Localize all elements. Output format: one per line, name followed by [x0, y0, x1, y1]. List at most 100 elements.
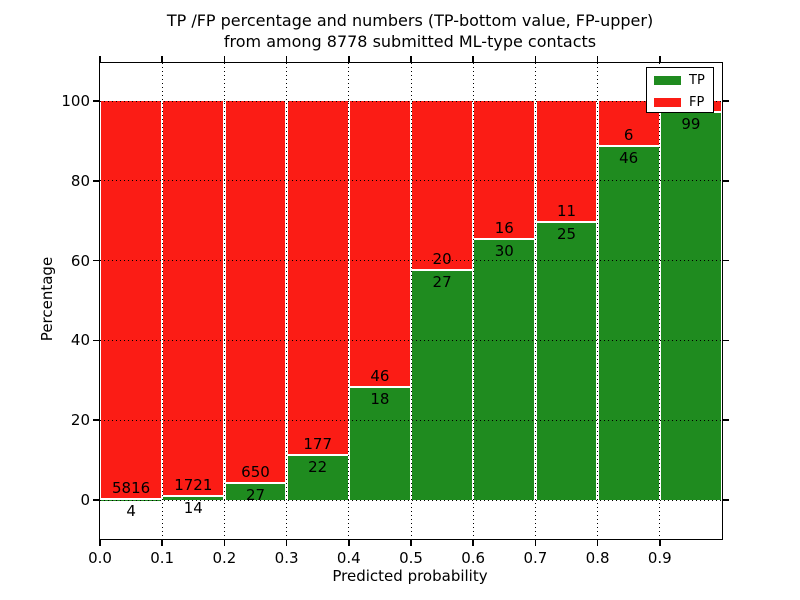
bar-tp-count-label: 4 — [126, 501, 136, 520]
v-gridline — [659, 63, 661, 539]
x-top-tick-mark — [223, 55, 226, 62]
bar-tp-count-label: 99 — [681, 114, 701, 133]
plot-area: TP FP 5816 4 1721 14 650 27 177 22 46 18 20 27 16 30 1… — [61, 55, 729, 567]
x-tick-mark — [99, 540, 101, 546]
legend: TP FP — [646, 67, 714, 113]
x-tick-mark — [348, 540, 350, 546]
legend-fp-label: FP — [689, 94, 705, 110]
bar-fp-count-label: 5816 — [112, 478, 151, 497]
x-tick-mark — [659, 540, 661, 546]
x-tick-mark — [410, 540, 412, 546]
bar-fp-count-label: 1721 — [174, 475, 213, 494]
bar-tp-count-label: 22 — [308, 457, 328, 476]
x-tick-label: 0.3 — [274, 549, 299, 567]
x-tick-label: 0.1 — [150, 549, 175, 567]
y-tick-mark — [92, 180, 99, 182]
x-axis-label: Predicted probability — [332, 567, 488, 585]
bar-tp-segment — [598, 147, 659, 500]
y-tick-label: 100 — [61, 92, 90, 110]
y-right-tick-mark — [723, 100, 729, 102]
x-top-tick-mark — [596, 55, 599, 62]
x-top-tick-mark — [348, 55, 350, 62]
bar-fp-count-label: 177 — [303, 434, 332, 453]
legend-item-fp: FP — [647, 92, 713, 112]
bar-fp-segment — [598, 101, 659, 148]
y-tick-mark — [92, 259, 99, 262]
v-gridline — [348, 63, 350, 539]
v-gridline — [597, 63, 599, 539]
bar-tp-segment — [350, 387, 410, 500]
bar-fp-segment — [101, 101, 161, 500]
x-tick-mark — [285, 540, 288, 546]
bar-fp-count-label: 6 — [623, 126, 634, 145]
y-tick-label: 60 — [70, 251, 90, 270]
y-tick-label: 80 — [70, 171, 90, 190]
bar-tp-segment — [163, 496, 224, 500]
bar-fp-segment — [536, 101, 597, 223]
bar-fp-count-label: 20 — [432, 249, 452, 268]
bar-fp-count-label: 650 — [241, 463, 270, 482]
legend-item-tp: TP — [647, 70, 713, 90]
bar-fp-segment — [350, 101, 410, 388]
bar-fp-count-label: 16 — [494, 218, 514, 237]
bar-tp-segment — [225, 484, 286, 500]
v-gridline — [534, 63, 536, 539]
x-tick-label: 0.2 — [212, 549, 237, 567]
y-tick-mark — [92, 100, 99, 102]
bar-tp-count-label: 30 — [494, 241, 514, 260]
y-right-tick-mark — [723, 180, 729, 182]
x-top-tick-mark — [659, 55, 661, 62]
y-right-tick-mark — [723, 339, 729, 342]
bar-tp-segment — [287, 455, 348, 500]
x-top-tick-mark — [534, 55, 537, 62]
x-tick-mark — [161, 540, 163, 546]
x-top-tick-mark — [410, 55, 412, 62]
y-tick-label: 40 — [70, 331, 90, 350]
legend-fp-swatch-icon — [654, 97, 681, 107]
v-gridline — [161, 63, 163, 539]
bar-tp-count-label: 27 — [432, 272, 452, 291]
bar-fp-segment — [163, 101, 224, 497]
bar-tp-segment — [474, 239, 535, 500]
x-tick-label: 0.7 — [523, 549, 548, 567]
y-right-tick-mark — [723, 419, 729, 421]
x-tick-label: 0.6 — [461, 549, 486, 567]
v-gridline — [410, 63, 412, 539]
bar-tp-segment — [412, 270, 472, 500]
bar-tp-segment — [661, 112, 721, 500]
x-tick-mark — [223, 540, 226, 546]
v-gridline — [286, 63, 288, 539]
legend-tp-label: TP — [689, 72, 705, 88]
v-gridline — [472, 63, 474, 539]
x-tick-label: 0.8 — [585, 549, 610, 567]
x-top-tick-mark — [161, 55, 163, 62]
chart-title-line-2: from among 8778 submitted ML-type contac… — [223, 32, 597, 51]
y-tick-mark — [92, 499, 99, 501]
v-gridline — [223, 63, 225, 539]
y-tick-mark — [92, 419, 99, 421]
bar-fp-segment — [474, 101, 535, 240]
x-top-tick-mark — [99, 55, 101, 62]
x-tick-mark — [534, 540, 537, 546]
bar-tp-count-label: 18 — [370, 389, 390, 408]
bar-fp-count-label: 46 — [370, 366, 390, 385]
x-tick-label: 0.9 — [647, 549, 672, 567]
x-tick-label: 0.0 — [88, 549, 112, 567]
bar-tp-count-label: 14 — [183, 498, 203, 517]
y-right-tick-mark — [723, 259, 729, 262]
y-tick-mark — [92, 339, 99, 342]
bar-tp-count-label: 27 — [245, 486, 266, 505]
bar-fp-segment — [412, 101, 472, 271]
bar-tp-count-label: 46 — [619, 149, 639, 168]
legend-tp-swatch-icon — [654, 75, 681, 85]
x-top-tick-mark — [472, 55, 474, 62]
chart-title-line-1: TP /FP percentage and numbers (TP-bottom… — [166, 11, 654, 30]
x-tick-label: 0.4 — [336, 549, 361, 567]
y-right-tick-mark — [723, 499, 729, 501]
x-tick-mark — [472, 540, 474, 546]
bar-fp-count-label: 11 — [556, 201, 577, 220]
bar-fp-segment — [287, 101, 348, 456]
bar-tp-count-label: 25 — [556, 224, 577, 243]
y-tick-label: 20 — [70, 411, 90, 430]
